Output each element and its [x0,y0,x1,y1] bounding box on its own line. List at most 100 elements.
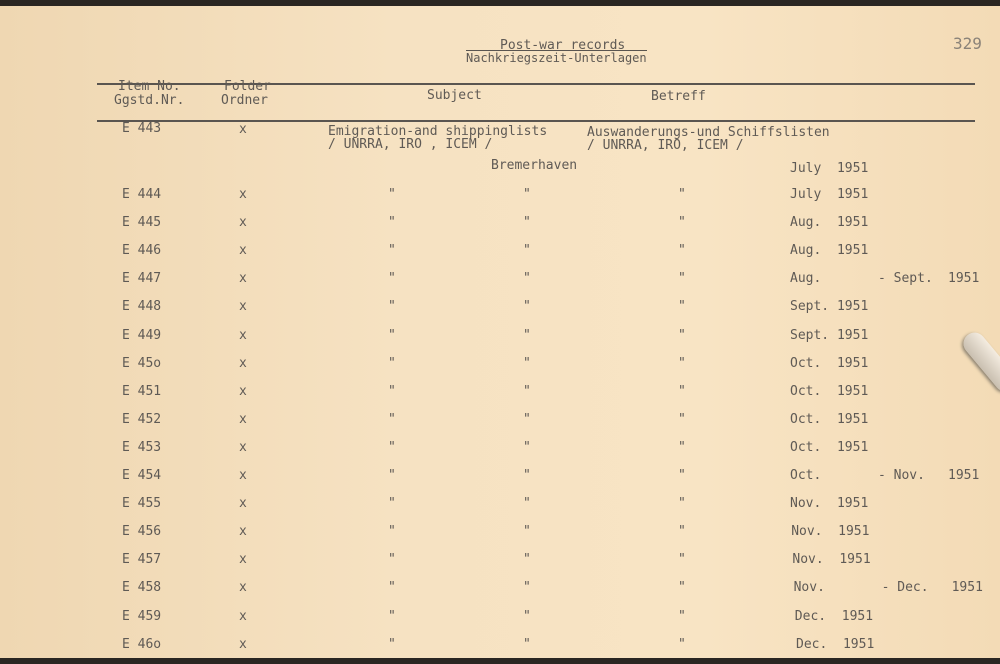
row-ditto-betreff: " [678,383,686,399]
row-folder: x [239,580,247,596]
header-item-en: Item No. [118,79,181,94]
row-item: E 458 [122,580,162,596]
row-ditto-betreff: " [678,580,686,596]
header-rule-top [97,83,975,85]
row-year: 1951 [948,271,980,287]
row-ditto-subject-2: " [523,439,531,455]
table-row: E 449 x " " " Sept. 1951 [0,328,1000,348]
row-folder: x [239,355,247,371]
table-row: E 454 x " " " Oct. - Nov. 1951 [0,468,1000,488]
row-date: July 1951 [790,187,869,202]
row-ditto-subject-2: " [523,243,531,259]
row-year: 1951 [948,468,980,483]
table-row: E 448 x " " " Sept. 1951 [0,299,1000,319]
row-ditto-betreff: " [678,496,686,512]
row-ditto-subject-2: " [523,271,531,287]
table-row: E 45o x " " " Oct. 1951 [0,356,1000,376]
row-ditto-subject: " [388,299,396,315]
row-item: E 452 [122,411,162,427]
row-ditto-betreff: " [678,636,686,652]
row-item: E 457 [122,552,162,568]
header-folder-en: Folder [224,79,271,94]
row-ditto-subject-2: " [523,187,531,202]
row-ditto-subject: " [388,608,396,624]
row-folder: x [239,271,247,287]
table-row: E 456 x " " " Nov. 1951 [0,524,1000,544]
row-folder: x [239,299,247,315]
header-item-de: Ggstd.Nr. [114,93,185,108]
row-folder: x [239,468,247,483]
row-ditto-subject: " [388,411,396,427]
row-date: Nov. [793,580,825,596]
row-folder: x [239,636,247,652]
row-date: Sept. 1951 [790,327,869,343]
row-date: Aug. [790,271,822,287]
row-ditto-subject-2: " [523,468,531,483]
row-ditto-subject: " [388,327,396,343]
row-ditto-subject-2: " [523,411,531,427]
row-date: Sept. 1951 [790,299,869,315]
row-ditto-subject-2: " [523,608,531,624]
row-ditto-subject: " [388,636,396,652]
row-date: Nov. 1951 [790,496,869,512]
row-item: E 459 [122,608,162,624]
row-date: Oct. [790,468,822,483]
subtitle: Nachkriegszeit-Unterlagen [466,50,647,65]
row-folder: x [239,608,247,624]
table-row: E 451 x " " " Oct. 1951 [0,384,1000,404]
table-row: E 446 x " " " Aug. 1951 [0,243,1000,263]
table-row: E 447 x " " " Aug. - Sept. 1951 [0,271,1000,291]
row-ditto-subject-2: " [523,552,531,568]
table-row: E 453 x " " " Oct. 1951 [0,440,1000,460]
row-ditto-betreff: " [678,355,686,371]
row-ditto-betreff: " [678,608,686,624]
row-item: E 454 [122,468,162,483]
row-folder: x [239,215,247,231]
row-ditto-betreff: " [678,468,686,483]
row-item: E 444 [122,187,162,202]
row-item: E 45o [122,355,162,371]
table-row: E 444 x " " " July 1951 [0,187,1000,207]
row-date: Nov. 1951 [792,552,871,568]
row-item: E 455 [122,496,162,512]
row-item: E 445 [122,215,162,231]
row-ditto-subject: " [388,355,396,371]
row-date: Aug. 1951 [790,243,869,259]
row-folder: x [239,383,247,399]
row-year: 1951 [951,580,983,596]
first-item: E 443 [122,121,162,136]
row-ditto-betreff: " [678,243,686,259]
row-ditto-subject: " [388,580,396,596]
row-item: E 451 [122,383,162,399]
row-folder: x [239,411,247,427]
row-ditto-subject: " [388,496,396,512]
row-ditto-betreff: " [678,524,686,540]
row-item: E 453 [122,439,162,455]
row-date: Dec. 1951 [796,636,875,652]
row-folder: x [239,243,247,259]
first-betreff-2: / UNRRA, IRO, ICEM / [587,138,744,153]
row-folder: x [239,552,247,568]
row-range: - Dec. [881,580,929,596]
table-row: E 457 x " " " Nov. 1951 [0,552,1000,572]
document-page: 329 Post-war records Nachkriegszeit-Unte… [0,6,1000,658]
first-folder: x [239,122,247,137]
first-subject-1: Emigration-and shippinglists [328,124,548,139]
row-ditto-subject: " [388,271,396,287]
row-range: - Sept. [878,271,933,287]
row-ditto-subject: " [388,552,396,568]
row-ditto-subject-2: " [523,496,531,512]
first-date: July 1951 [790,161,869,176]
row-ditto-subject-2: " [523,636,531,652]
row-ditto-subject-2: " [523,327,531,343]
row-item: E 448 [122,299,162,315]
row-ditto-subject: " [388,243,396,259]
row-ditto-subject: " [388,468,396,483]
first-subject-2: / UNRRA, IRO , ICEM / [328,137,493,152]
row-ditto-subject: " [388,439,396,455]
first-place: Bremerhaven [491,158,578,173]
header-folder-de: Ordner [221,93,268,108]
row-item: E 446 [122,243,162,259]
row-ditto-subject-2: " [523,580,531,596]
row-ditto-betreff: " [678,271,686,287]
